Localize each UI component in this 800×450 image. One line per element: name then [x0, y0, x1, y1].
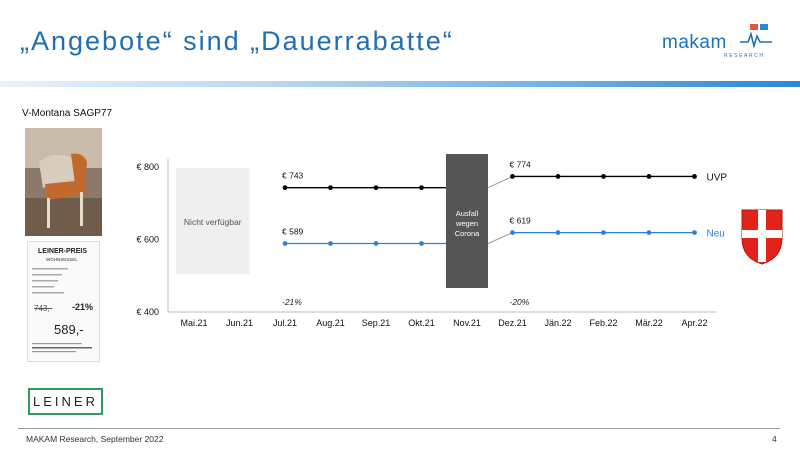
data-point-uvp	[555, 174, 561, 179]
data-point-uvp	[646, 174, 652, 179]
price-tag-old: 743,-	[34, 304, 53, 313]
y-tick-label: € 400	[136, 307, 159, 317]
x-tick-label: Mär.22	[635, 318, 663, 328]
spec-lines	[32, 268, 68, 294]
makam-logo: makam RESEARCH	[662, 22, 772, 62]
header-band	[0, 81, 800, 87]
footer-divider	[18, 428, 780, 429]
price-tag-heading: LEINER-PREIS	[38, 248, 88, 255]
x-tick-label: Okt.21	[408, 318, 435, 328]
slide-title: „Angebote“ sind „Dauerrabatte“	[20, 26, 454, 56]
price-tag-photo: LEINER-PREIS WOHNSESSEL 743,- -21% 589,-	[27, 241, 100, 362]
price-tag-sub: WOHNSESSEL	[46, 257, 78, 262]
x-tick-label: Aug.21	[316, 318, 345, 328]
data-point-neu	[646, 230, 652, 236]
data-point-neu	[555, 230, 561, 236]
series-connector-neu	[487, 232, 513, 244]
data-point-uvp	[510, 174, 515, 179]
data-label: € 619	[510, 216, 532, 226]
x-tick-label: Apr.22	[681, 318, 707, 328]
logo-wordmark: makam	[662, 32, 727, 53]
product-label: V-Montana SAGP77	[22, 108, 113, 119]
x-tick-label: Jän.22	[544, 318, 571, 328]
chair-photo	[25, 128, 102, 236]
fine-print	[32, 343, 92, 353]
data-point-uvp	[601, 174, 606, 179]
x-tick-label: Dez.21	[498, 318, 527, 328]
data-point-neu	[328, 241, 333, 246]
discount-label: -20%	[510, 297, 530, 307]
x-tick-label: Mai.21	[180, 318, 207, 328]
data-label: € 589	[282, 226, 304, 236]
data-point-neu	[419, 241, 424, 246]
data-point-uvp	[373, 185, 379, 191]
logo-pulse-icon	[740, 24, 772, 48]
data-point-neu	[282, 241, 288, 246]
page-number: 4	[772, 434, 777, 444]
data-point-uvp	[328, 185, 333, 191]
discount-label: -21%	[282, 297, 302, 307]
outage-label: Corona	[455, 229, 480, 238]
x-tick-label: Feb.22	[589, 318, 617, 328]
data-label: € 743	[282, 171, 304, 181]
price-tag-discount: -21%	[72, 302, 94, 312]
x-tick-label: Jul.21	[273, 318, 297, 328]
legend-label-uvp: UVP	[707, 172, 728, 183]
y-tick-label: € 600	[136, 235, 159, 245]
data-point-uvp	[692, 174, 697, 179]
y-tick-label: € 800	[136, 162, 159, 172]
x-tick-label: Jun.21	[226, 318, 253, 328]
unavailable-label: Nicht verfügbar	[184, 217, 242, 227]
data-point-neu	[510, 230, 515, 236]
logo-subtitle: RESEARCH	[724, 53, 765, 59]
data-point-neu	[601, 230, 606, 236]
x-tick-label: Sep.21	[362, 318, 391, 328]
data-point-uvp	[282, 185, 288, 191]
data-point-uvp	[419, 185, 424, 191]
price-tag-new: 589,-	[54, 322, 84, 337]
unavailable-band	[176, 168, 250, 274]
series-connector-uvp	[487, 175, 513, 189]
outage-label: Ausfall	[456, 209, 479, 218]
data-point-neu	[373, 241, 379, 246]
x-tick-label: Nov.21	[453, 318, 481, 328]
legend-label-neu: Neu	[707, 229, 725, 240]
outage-band	[446, 154, 488, 288]
leiner-brand-box: LEINER	[28, 388, 103, 415]
data-point-neu	[692, 230, 697, 236]
footer-text: MAKAM Research, September 2022	[26, 434, 164, 444]
data-label: € 774	[510, 159, 532, 169]
outage-label: wegen	[455, 219, 478, 228]
vienna-coat-of-arms-icon	[741, 209, 783, 265]
